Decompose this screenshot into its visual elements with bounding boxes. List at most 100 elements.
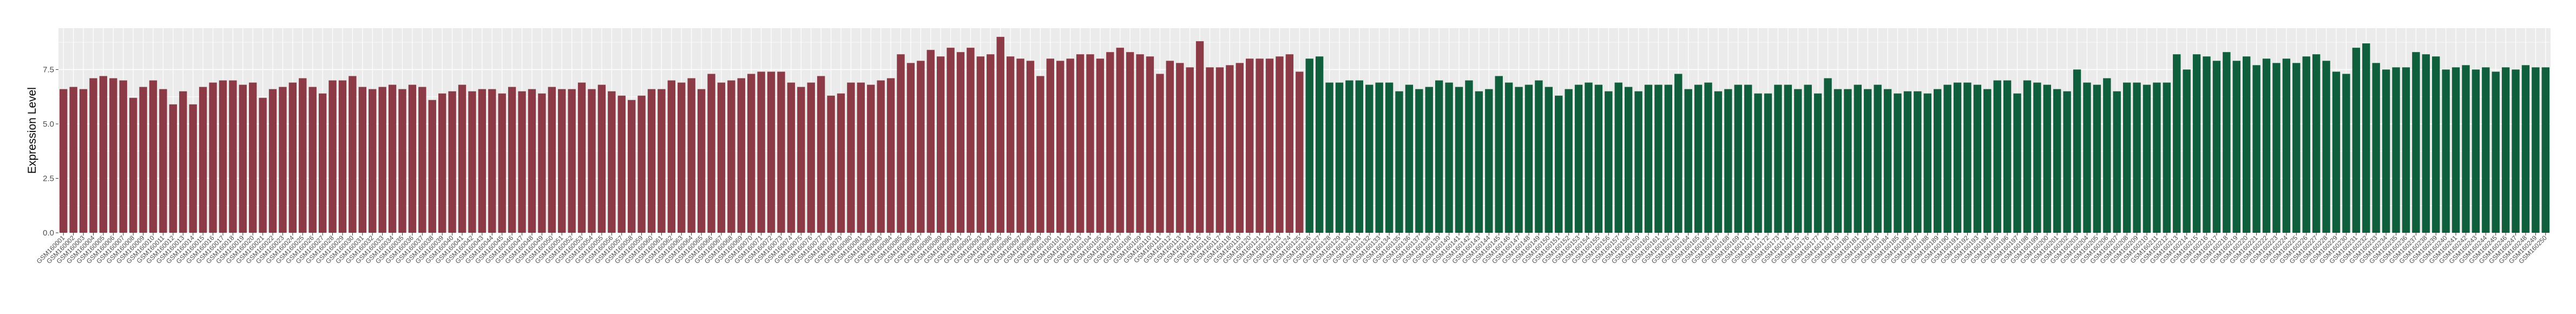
bar-GSM160028 — [328, 80, 337, 233]
bar-GSM160016 — [209, 82, 217, 233]
bar-GSM160106 — [1106, 52, 1114, 233]
bar-GSM160141 — [1455, 87, 1463, 233]
bar-GSM160117 — [1215, 67, 1224, 233]
bar-GSM160197 — [2013, 93, 2021, 233]
bar-GSM160051 — [558, 89, 566, 233]
bar-GSM160080 — [847, 82, 855, 233]
bar-GSM160147 — [1515, 87, 1523, 233]
bar-GSM160200 — [2043, 84, 2051, 233]
bar-GSM160070 — [747, 74, 755, 233]
bar-GSM160065 — [697, 89, 706, 233]
bar-GSM160010 — [149, 80, 157, 233]
bar-GSM160237 — [2412, 52, 2420, 233]
bar-GSM160115 — [1195, 41, 1204, 233]
bar-GSM160053 — [577, 82, 586, 233]
bar-GSM160009 — [139, 87, 147, 233]
bar-GSM160242 — [2462, 65, 2470, 233]
bar-GSM160189 — [1933, 89, 1942, 233]
y-axis-ticks: 0.0 2.5 5.0 7.5 — [43, 65, 58, 238]
bar-GSM160077 — [817, 76, 825, 233]
bar-GSM160027 — [318, 93, 327, 233]
bar-GSM160249 — [2532, 67, 2540, 233]
bar-GSM160113 — [1176, 63, 1184, 233]
bar-GSM160245 — [2492, 71, 2500, 233]
bar-GSM160003 — [79, 89, 88, 233]
bar-GSM160022 — [268, 89, 277, 233]
bar-GSM160064 — [687, 78, 695, 233]
bar-GSM160135 — [1395, 91, 1403, 233]
bar-GSM160034 — [388, 84, 397, 233]
bar-GSM160013 — [179, 91, 187, 233]
bar-GSM160179 — [1834, 89, 1842, 233]
bar-GSM160060 — [647, 89, 656, 233]
bar-GSM160146 — [1504, 82, 1513, 233]
bar-GSM160250 — [2541, 67, 2549, 233]
bar-GSM160081 — [857, 82, 865, 233]
bar-GSM160109 — [1136, 54, 1144, 233]
bar-GSM160104 — [1086, 54, 1094, 233]
bar-GSM160121 — [1256, 58, 1264, 233]
bar-GSM160059 — [638, 95, 646, 233]
bar-GSM160205 — [2093, 84, 2101, 233]
bar-GSM160186 — [1903, 91, 1912, 233]
bar-GSM160126 — [1305, 58, 1313, 233]
bar-GSM160118 — [1226, 65, 1234, 233]
bar-GSM160006 — [109, 78, 117, 233]
bar-GSM160041 — [458, 84, 466, 233]
bar-GSM160174 — [1784, 84, 1792, 233]
bar-GSM160116 — [1206, 67, 1214, 233]
bar-GSM160168 — [1724, 89, 1732, 233]
bar-GSM160015 — [199, 87, 207, 233]
bar-GSM160017 — [219, 80, 227, 233]
bar-GSM160097 — [1016, 58, 1024, 233]
bar-GSM160083 — [877, 80, 885, 233]
bar-GSM160033 — [378, 87, 386, 233]
bar-GSM160193 — [1973, 84, 1982, 233]
bar-GSM160066 — [707, 74, 715, 233]
bar-GSM160227 — [2312, 54, 2321, 233]
bar-GSM160098 — [1026, 61, 1035, 233]
bar-GSM160043 — [478, 89, 487, 233]
bar-GSM160157 — [1614, 82, 1622, 233]
bar-GSM160173 — [1774, 84, 1782, 233]
bar-GSM160092 — [967, 48, 975, 233]
bar-GSM160225 — [2292, 63, 2301, 233]
bar-GSM160026 — [308, 87, 317, 233]
bar-GSM160139 — [1435, 80, 1443, 233]
bar-GSM160100 — [1046, 58, 1054, 233]
bar-GSM160082 — [867, 84, 875, 233]
bar-GSM160163 — [1674, 74, 1683, 233]
bar-GSM160198 — [2023, 80, 2032, 233]
bar-GSM160247 — [2512, 69, 2520, 233]
bar-GSM160071 — [757, 71, 765, 233]
bar-GSM160176 — [1804, 84, 1812, 233]
bar-GSM160089 — [936, 56, 945, 233]
bar-GSM160096 — [1006, 56, 1015, 233]
bar-GSM160020 — [249, 82, 257, 233]
bars — [60, 37, 2549, 233]
bar-GSM160002 — [69, 87, 77, 233]
bar-GSM160170 — [1744, 84, 1752, 233]
bar-GSM160150 — [1545, 87, 1553, 233]
bar-GSM160039 — [438, 93, 446, 233]
bar-GSM160182 — [1864, 89, 1872, 233]
bar-GSM160055 — [597, 84, 606, 233]
bar-GSM160025 — [299, 78, 307, 233]
bar-GSM160038 — [428, 100, 436, 233]
bar-GSM160239 — [2432, 56, 2440, 233]
bar-GSM160129 — [1335, 82, 1344, 233]
bar-GSM160192 — [1963, 82, 1972, 233]
bar-GSM160054 — [588, 89, 596, 233]
bar-GSM160235 — [2392, 67, 2400, 233]
bar-GSM160023 — [279, 87, 287, 233]
bar-GSM160048 — [528, 89, 536, 233]
bar-GSM160223 — [2272, 63, 2281, 233]
bar-GSM160158 — [1624, 87, 1633, 233]
bar-GSM160031 — [358, 87, 366, 233]
bar-GSM160175 — [1794, 89, 1802, 233]
bar-GSM160087 — [917, 61, 925, 233]
bar-GSM160165 — [1694, 84, 1703, 233]
bar-GSM160142 — [1465, 80, 1473, 233]
bar-GSM160042 — [468, 91, 476, 233]
bar-GSM160044 — [488, 89, 496, 233]
